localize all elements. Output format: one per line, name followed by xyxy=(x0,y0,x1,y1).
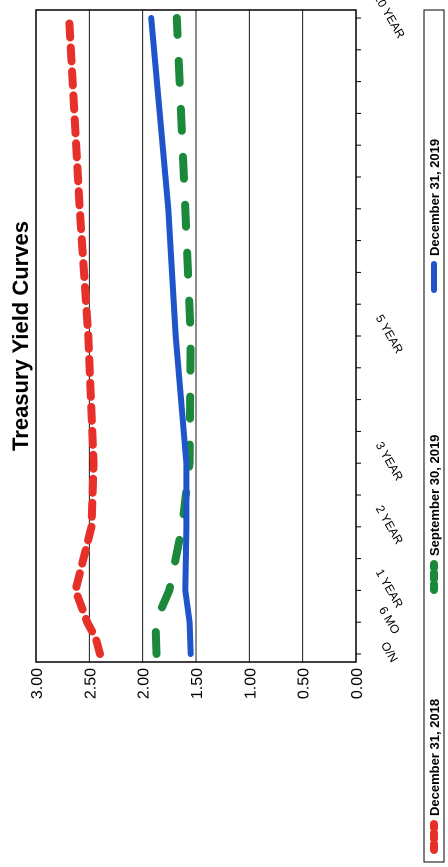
y-tick-label: 1.00 xyxy=(242,668,259,699)
y-tick-label: 2.50 xyxy=(82,668,99,699)
y-tick-label: 2.00 xyxy=(136,668,153,699)
x-category-label: 6 MO xyxy=(376,604,403,636)
legend-box xyxy=(423,9,445,863)
y-tick-label: 1.50 xyxy=(189,668,206,699)
series-layer xyxy=(65,14,195,658)
x-category-label: O/N xyxy=(378,639,401,664)
legend: December 31, 2018 September 30, 2019 Decem… xyxy=(427,139,442,854)
y-tick-label: 0.00 xyxy=(349,668,366,699)
y-tick-label: 3.00 xyxy=(29,668,46,699)
legend-label: September 30, 2019 xyxy=(427,435,442,556)
y-tick-label: 0.50 xyxy=(296,668,313,699)
x-category-label: 1 YEAR xyxy=(373,567,407,611)
legend-label: December 31, 2018 xyxy=(427,699,442,816)
legend-label: December 31, 2019 xyxy=(427,139,442,256)
chart-title: Treasury Yield Curves xyxy=(8,221,33,451)
x-category-label: 3 YEAR xyxy=(373,439,407,483)
x-axis-labels: O/N 6 MO1 YEAR 2 YEAR 3 YEAR 5 YEAR 10 YEAR xyxy=(371,0,408,665)
series-line xyxy=(148,15,194,657)
x-category-label: 10 YEAR xyxy=(371,0,408,41)
x-category-label: 5 YEAR xyxy=(373,312,407,356)
x-axis-ticks xyxy=(356,17,361,655)
series-line xyxy=(65,14,104,658)
x-category-label: 2 YEAR xyxy=(373,503,407,547)
y-axis-labels: 0.00 0.50 1.00 1.50 2.00 2.50 3.00 xyxy=(29,668,366,699)
